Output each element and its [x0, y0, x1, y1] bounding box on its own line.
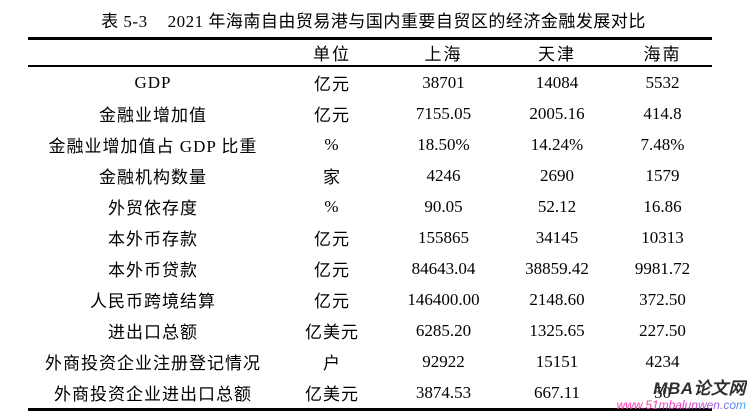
- value-cell-shanghai: 18.50%: [417, 134, 470, 154]
- unit-cell: 亿元: [314, 106, 350, 125]
- value-cell-tianjin: 15151: [535, 351, 579, 371]
- value-cell-hainan: 372.50: [639, 289, 686, 309]
- table-row: GDP 亿元 38701 14084 5532: [28, 66, 712, 98]
- row-label: 金融业增加值: [99, 106, 207, 125]
- unit-cell: 亿元: [314, 292, 350, 311]
- header-tianjin: 天津: [501, 38, 613, 67]
- table-title: 表 5-3 2021 年海南自由贸易港与国内重要自贸区的经济金融发展对比: [0, 7, 747, 32]
- value-cell-hainan: 414.8: [643, 103, 682, 123]
- unit-cell: %: [324, 134, 340, 154]
- unit-cell: 家: [323, 168, 341, 187]
- header-row: 单位 上海 天津 海南: [28, 38, 712, 67]
- header-indicator-blank: [28, 38, 278, 67]
- value-cell-tianjin: 667.11: [533, 382, 581, 402]
- row-label: 外商投资企业进出口总额: [54, 385, 252, 404]
- header-unit: 单位: [278, 38, 386, 67]
- value-cell-tianjin: 52.12: [537, 196, 577, 216]
- value-cell-hainan: 4234: [645, 351, 680, 371]
- row-label: 金融机构数量: [99, 168, 207, 187]
- unit-cell: 亿美元: [305, 385, 359, 404]
- row-label: 进出口总额: [108, 323, 198, 342]
- value-cell-shanghai: 155865: [418, 227, 469, 247]
- value-cell-hainan: 9981.72: [634, 258, 691, 278]
- value-cell-hainan: 5532: [645, 72, 680, 92]
- table-row: 金融业增加值占 GDP 比重 % 18.50% 14.24% 7.48%: [28, 129, 712, 160]
- table-row: 本外币贷款 亿元 84643.04 38859.42 9981.72: [28, 253, 712, 284]
- table-row: 金融机构数量 家 4246 2690 1579: [28, 160, 712, 191]
- table-row: 进出口总额 亿美元 6285.20 1325.65 227.50: [28, 315, 712, 346]
- unit-cell: 户: [323, 354, 341, 373]
- unit-cell: 亿元: [314, 75, 350, 94]
- row-label: 金融业增加值占 GDP 比重: [48, 137, 258, 156]
- header-hainan: 海南: [613, 38, 712, 67]
- data-table: 单位 上海 天津 海南 GDP 亿元 38701 14084 5532 金融业增…: [28, 37, 712, 411]
- table-row: 本外币存款 亿元 155865 34145 10313: [28, 222, 712, 253]
- value-cell-tianjin: 14.24%: [530, 134, 584, 154]
- value-cell-shanghai: 146400.00: [407, 289, 480, 309]
- value-cell-tianjin: 14084: [535, 72, 579, 92]
- table-row: 外商投资企业注册登记情况 户 92922 15151 4234: [28, 346, 712, 377]
- table-title-text: 2021 年海南自由贸易港与国内重要自贸区的经济金融发展对比: [167, 12, 646, 31]
- value-cell-shanghai: 84643.04: [411, 258, 476, 278]
- value-cell-shanghai: 90.05: [424, 196, 463, 216]
- unit-cell: %: [324, 196, 340, 216]
- row-label: 人民币跨境结算: [90, 292, 216, 311]
- unit-cell: 亿元: [314, 261, 350, 280]
- value-cell-tianjin: 34145: [535, 227, 579, 247]
- table-row: 外商投资企业进出口总额 亿美元 3874.53 667.11 50: [28, 377, 712, 410]
- value-cell-shanghai: 4246: [426, 165, 461, 185]
- value-cell-shanghai: 92922: [422, 351, 465, 371]
- row-label: 外贸依存度: [108, 199, 198, 218]
- value-cell-tianjin: 38859.42: [525, 258, 589, 278]
- row-label: GDP: [134, 72, 172, 92]
- table-row: 人民币跨境结算 亿元 146400.00 2148.60 372.50: [28, 284, 712, 315]
- value-cell-tianjin: 2005.16: [529, 103, 585, 123]
- value-cell-hainan: 7.48%: [640, 134, 685, 154]
- value-cell-hainan: 10313: [641, 227, 684, 247]
- table-number: 表 5-3: [101, 12, 148, 31]
- value-cell-tianjin: 1325.65: [529, 320, 585, 340]
- value-cell-hainan: 227.50: [639, 320, 686, 340]
- value-cell-hainan: 1579: [645, 165, 680, 185]
- row-label: 本外币存款: [108, 230, 198, 249]
- table-row: 金融业增加值 亿元 7155.05 2005.16 414.8: [28, 98, 712, 129]
- value-cell-shanghai: 7155.05: [415, 103, 472, 123]
- value-cell-shanghai: 38701: [422, 72, 465, 92]
- value-cell-tianjin: 2690: [540, 165, 574, 185]
- unit-cell: 亿美元: [305, 323, 359, 342]
- value-cell-shanghai: 3874.53: [415, 382, 472, 402]
- value-cell-shanghai: 6285.20: [415, 320, 472, 340]
- unit-cell: 亿元: [314, 230, 350, 249]
- value-cell-hainan: 16.86: [643, 196, 682, 216]
- value-cell-hainan: 50: [654, 382, 671, 402]
- row-label: 外商投资企业注册登记情况: [45, 354, 261, 373]
- value-cell-tianjin: 2148.60: [529, 289, 585, 309]
- row-label: 本外币贷款: [108, 261, 198, 280]
- table-row: 外贸依存度 % 90.05 52.12 16.86: [28, 191, 712, 222]
- header-shanghai: 上海: [386, 38, 501, 67]
